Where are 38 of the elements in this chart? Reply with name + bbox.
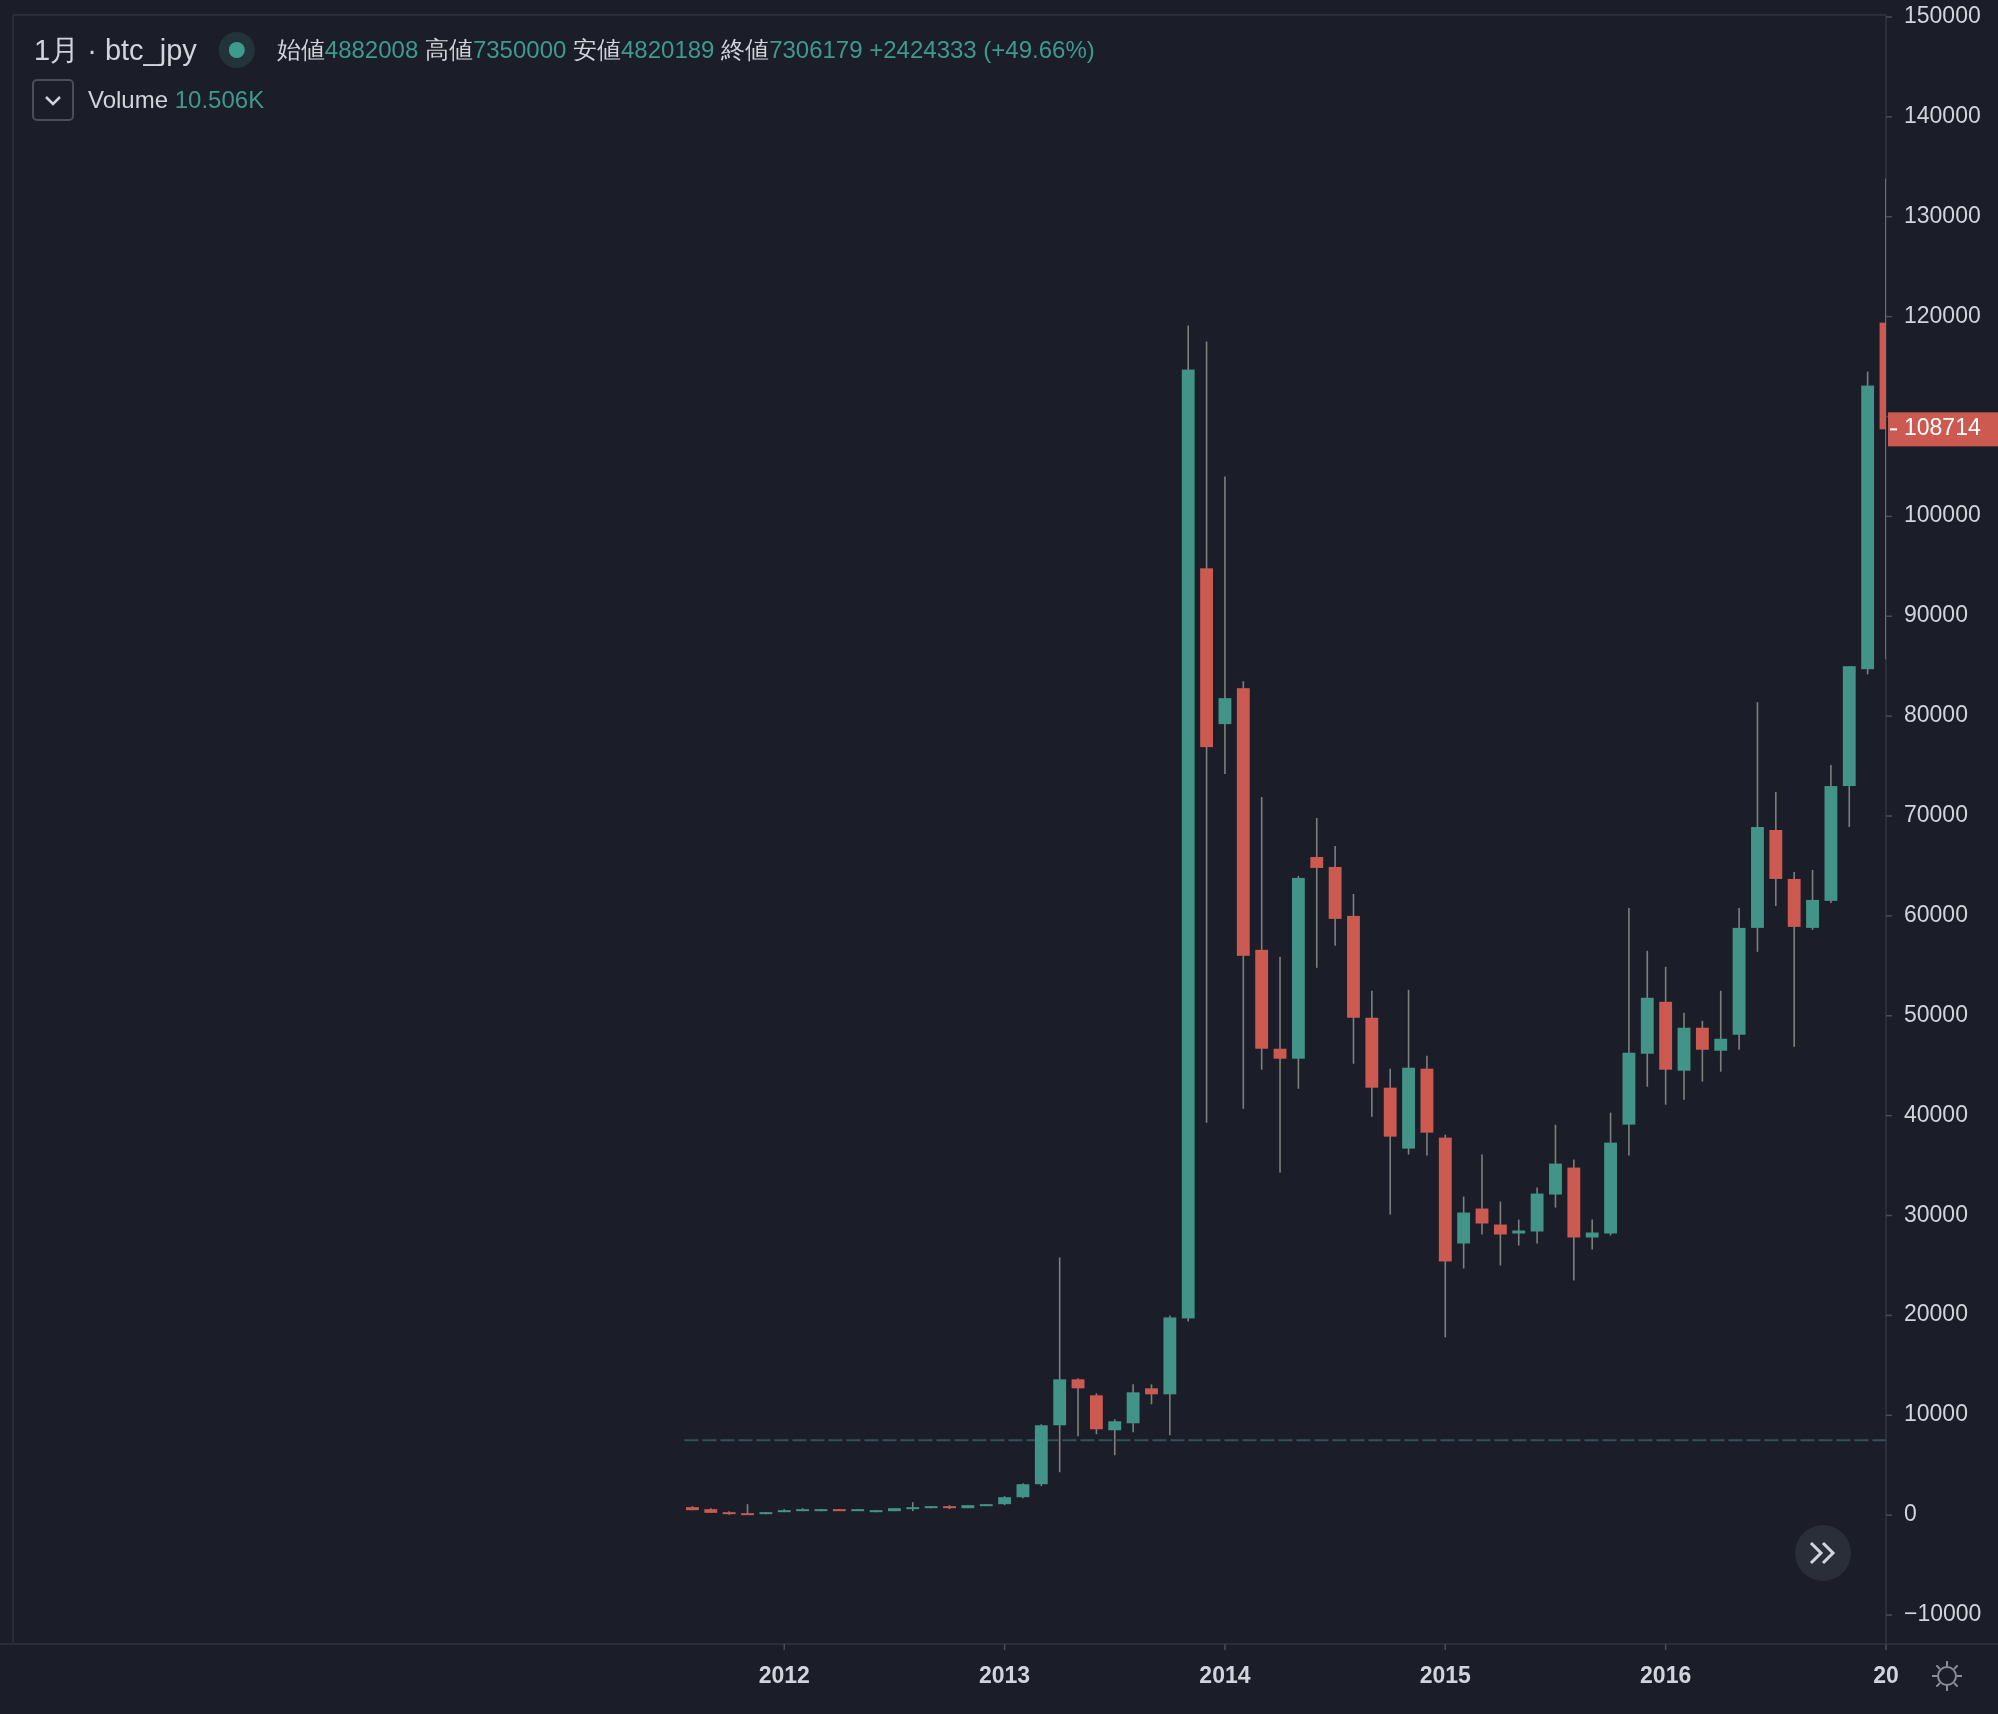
candlestick	[1108, 1418, 1122, 1457]
y-tick-label: 0	[1904, 1500, 1917, 1527]
y-tick-label: 100000	[1904, 501, 1981, 528]
candlestick	[1071, 1377, 1085, 1438]
candlestick	[906, 1501, 920, 1512]
text: 始値4882008 高値7350000 安値4820189 終値7306179 +2424333 (+49.66%)	[276, 36, 1095, 63]
y-tick-label: 70000	[1904, 801, 1968, 828]
x-tick-label: 2015	[1419, 1662, 1472, 1689]
candlestick	[1493, 1200, 1507, 1267]
y-tick-label: −10000	[1904, 1600, 1982, 1627]
y-tick-label: 140000	[1904, 101, 1981, 128]
text: 1月 · btc_jpy	[34, 34, 198, 66]
y-tick-label: 10000	[1904, 1400, 1968, 1427]
candlestick	[1218, 475, 1232, 775]
candlestick	[1145, 1383, 1158, 1406]
y-tick-label: 20000	[1904, 1300, 1968, 1327]
x-tick-label: 2014	[1199, 1662, 1251, 1689]
y-tick-label: 50000	[1904, 1000, 1968, 1027]
x-tick-label: 2012	[758, 1662, 810, 1689]
candlestick	[1512, 1218, 1526, 1247]
x-tick-label: 2016	[1640, 1662, 1692, 1689]
y-tick-label: 30000	[1904, 1200, 1968, 1227]
annotation: Volume 10.506K	[88, 86, 265, 113]
x-tick-label: 2013	[979, 1662, 1031, 1689]
candlestick	[1475, 1153, 1489, 1236]
candlestick	[1695, 1019, 1709, 1083]
candlestick	[1310, 817, 1324, 969]
text: 108714	[1904, 414, 1981, 441]
y-tick-label: 150000	[1904, 2, 1981, 29]
y-tick-label: 90000	[1904, 601, 1968, 628]
candlestick	[1273, 956, 1287, 1174]
y-tick-label: 130000	[1904, 201, 1981, 228]
y-tick-label: 40000	[1904, 1100, 1968, 1127]
y-tick-label: 120000	[1904, 301, 1981, 328]
candlestick	[1714, 990, 1728, 1073]
y-tick-label: 80000	[1904, 701, 1968, 728]
y-tick-label: 60000	[1904, 900, 1968, 927]
x-tick-label: 20	[1873, 1662, 1899, 1689]
